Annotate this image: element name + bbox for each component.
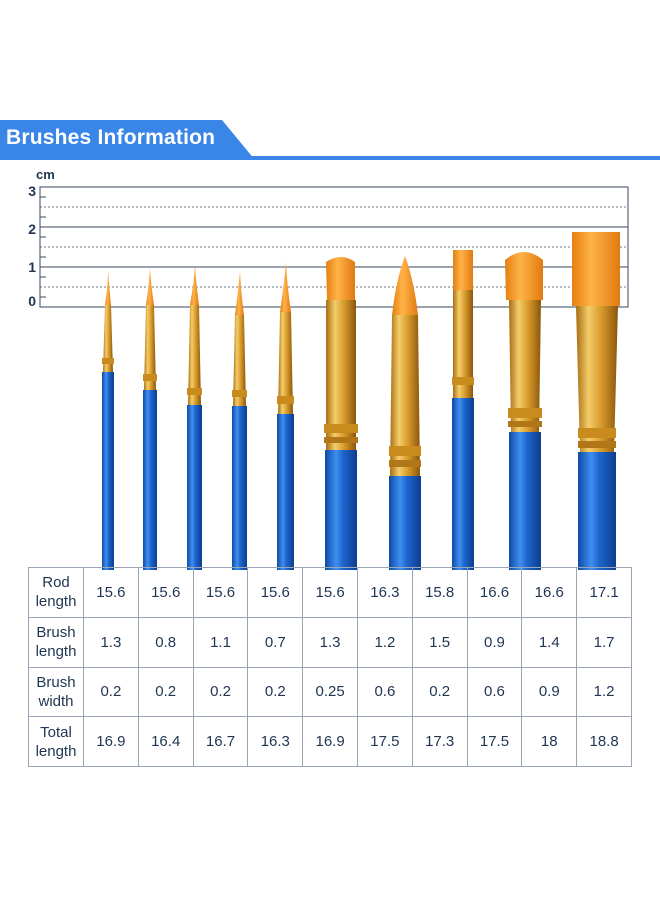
table-cell: 15.6 xyxy=(302,567,358,618)
table-cell: 0.2 xyxy=(137,666,194,718)
table-cell: 17.5 xyxy=(356,716,413,767)
table-cell: 1.3 xyxy=(302,616,358,668)
table-cell: 15.6 xyxy=(137,567,194,618)
row-label: Brush length xyxy=(28,616,84,668)
table-cell: 17.3 xyxy=(411,716,468,767)
ruler-tick-2: 2 xyxy=(28,221,36,237)
brush-1 xyxy=(102,270,114,570)
brush-3 xyxy=(187,265,202,570)
table-row-brush-length: Brush length 1.3 0.8 1.1 0.7 1.3 1.2 1.5… xyxy=(28,616,632,668)
brush-8 xyxy=(452,250,474,570)
table-cell: 0.2 xyxy=(192,666,249,718)
table-cell: 17.1 xyxy=(576,567,632,618)
table-cell: 15.8 xyxy=(411,567,468,618)
ruler-tick-1: 1 xyxy=(28,259,36,275)
table-cell: 0.7 xyxy=(247,616,304,668)
table-cell: 16.6 xyxy=(466,567,523,618)
table-cell: 18.8 xyxy=(576,716,632,767)
brush-9 xyxy=(505,252,543,570)
brush-7 xyxy=(389,256,421,570)
table-cell: 0.25 xyxy=(302,666,358,718)
table-cell: 1.3 xyxy=(83,616,139,668)
brush-2 xyxy=(143,268,157,570)
table-cell: 1.4 xyxy=(521,616,578,668)
table-row-total-length: Total length 16.9 16.4 16.7 16.3 16.9 17… xyxy=(28,716,632,767)
table-cell: 16.6 xyxy=(521,567,578,618)
table-cell: 16.9 xyxy=(83,716,139,767)
brush-spec-table: Rod length 15.6 15.6 15.6 15.6 15.6 16.3… xyxy=(28,567,632,767)
row-label: Brush width xyxy=(28,666,84,718)
table-cell: 16.9 xyxy=(302,716,358,767)
brush-10 xyxy=(572,232,620,570)
table-cell: 0.6 xyxy=(466,666,523,718)
table-cell: 0.2 xyxy=(247,666,304,718)
brush-6 xyxy=(324,257,358,570)
table-cell: 1.7 xyxy=(576,616,632,668)
table-row-brush-width: Brush width 0.2 0.2 0.2 0.2 0.25 0.6 0.2… xyxy=(28,666,632,718)
table-cell: 18 xyxy=(521,716,578,767)
brush-4 xyxy=(232,272,247,570)
ruler-tick-0: 0 xyxy=(28,293,36,309)
table-cell: 15.6 xyxy=(247,567,304,618)
row-label: Total length xyxy=(28,716,84,767)
table-cell: 16.7 xyxy=(192,716,249,767)
table-cell: 0.2 xyxy=(83,666,139,718)
table-cell: 1.1 xyxy=(192,616,249,668)
table-cell: 16.3 xyxy=(356,567,413,618)
ruler-tick-3: 3 xyxy=(28,183,36,199)
table-cell: 15.6 xyxy=(83,567,139,618)
table-cell: 0.2 xyxy=(411,666,468,718)
brush-5 xyxy=(277,262,294,570)
ruler-unit: cm xyxy=(36,167,55,182)
table-cell: 1.5 xyxy=(411,616,468,668)
row-label: Rod length xyxy=(28,567,84,618)
table-cell: 0.6 xyxy=(356,666,413,718)
table-cell: 0.9 xyxy=(521,666,578,718)
table-cell: 1.2 xyxy=(356,616,413,668)
table-cell: 16.3 xyxy=(247,716,304,767)
brush-illustration xyxy=(39,186,629,570)
table-row-rod-length: Rod length 15.6 15.6 15.6 15.6 15.6 16.3… xyxy=(28,567,632,618)
table-cell: 1.2 xyxy=(576,666,632,718)
table-cell: 0.9 xyxy=(466,616,523,668)
banner-rule xyxy=(200,156,660,160)
table-cell: 16.4 xyxy=(137,716,194,767)
page-title: Brushes Information xyxy=(6,126,216,149)
table-cell: 0.8 xyxy=(137,616,194,668)
table-cell: 17.5 xyxy=(466,716,523,767)
table-cell: 15.6 xyxy=(192,567,249,618)
title-banner xyxy=(0,120,255,160)
